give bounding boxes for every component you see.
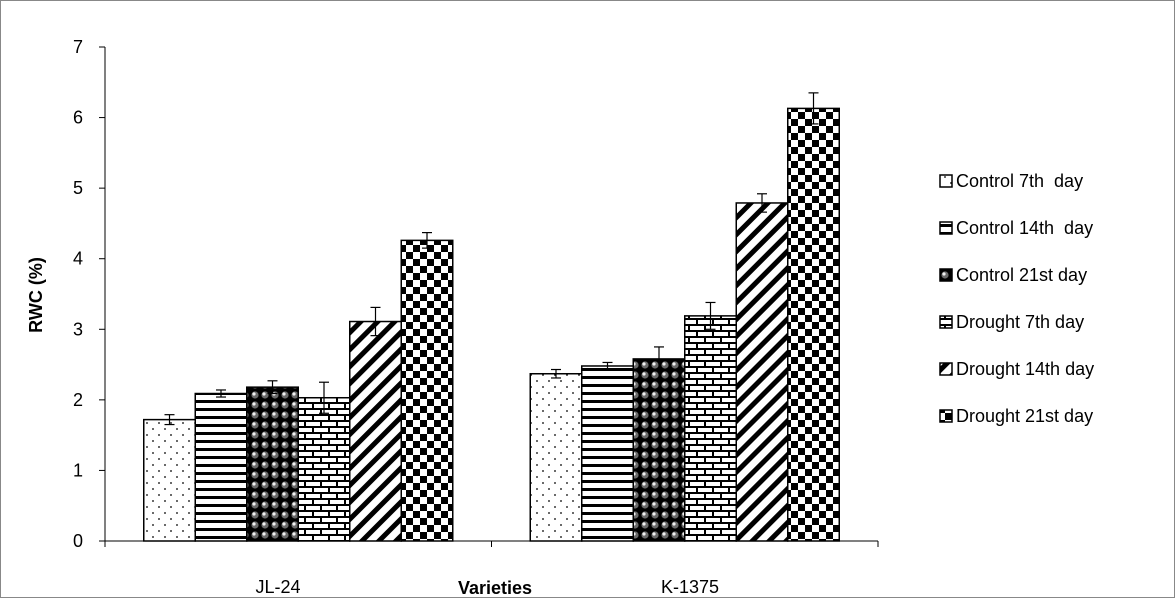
y-axis-title: RWC (%) [26,257,46,333]
axes-layer [104,47,879,547]
legend-label: Control 14th day [956,218,1093,238]
bar-bricks [684,315,737,542]
y-tick-label: 7 [73,37,83,57]
bar-horizontal-lines [581,365,634,542]
bar-spheres [632,358,686,542]
y-tick-label: 4 [73,249,83,269]
legend-swatch-spheres [939,268,953,282]
legend-label: Drought 7th day [956,312,1084,332]
legend-swatch-diagonal-stripes [939,362,953,376]
legend-label: Control 7th day [956,171,1083,191]
legend-swatch-bricks [939,315,953,329]
bar-spheres [246,386,299,542]
bar-diagonal-stripes [349,320,402,542]
legend-label: Drought 21st day [956,406,1093,426]
bars-layer [143,92,840,542]
bar-dots [529,372,583,542]
bar-bricks [297,396,351,542]
y-tick-label: 3 [73,319,83,339]
bar-checkerboard [400,239,454,542]
x-axis-title: Varieties [458,578,532,598]
legend-label: Drought 14th day [956,359,1094,379]
x-category-label: JL-24 [255,577,300,597]
bar-checkerboard [787,107,840,542]
x-category-label: K-1375 [661,577,719,597]
y-tick-label: 1 [73,460,83,480]
bar-dots [143,418,196,542]
y-tick-label: 5 [73,178,83,198]
legend-swatch-horizontal-lines [939,221,953,235]
legend-swatch-checkerboard [939,409,953,423]
legend-swatch-dots [939,174,953,188]
y-tick-label: 2 [73,390,83,410]
bar-diagonal-stripes [735,202,789,542]
y-tick-label: 6 [73,108,83,128]
x-axis-ticks: JL-24 K-1375 [255,577,719,597]
legend-label: Control 21st day [956,265,1087,285]
bar-horizontal-lines [194,392,248,542]
y-axis-ticks: 0 1 2 3 4 5 6 7 [73,37,105,551]
legend: Control 7th day Control 14th day Control 2… [939,171,1094,426]
y-tick-label: 0 [73,531,83,551]
